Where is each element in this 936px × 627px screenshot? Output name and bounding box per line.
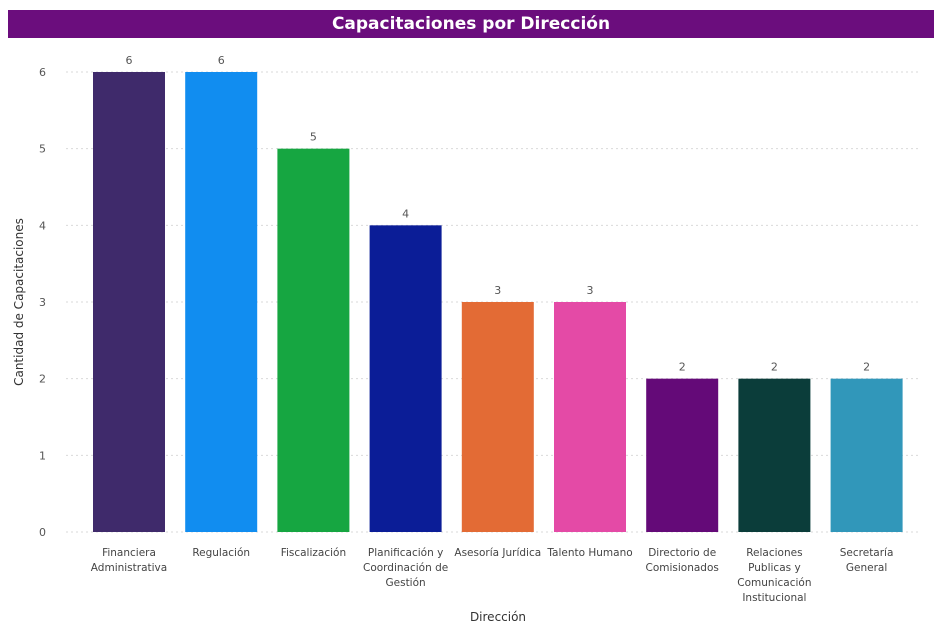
- y-tick-label: 2: [39, 373, 46, 386]
- bar: [369, 225, 442, 533]
- y-tick-label: 4: [39, 219, 46, 232]
- y-tick-label: 6: [39, 66, 46, 79]
- data-label: 6: [218, 54, 225, 67]
- bar: [830, 378, 903, 532]
- data-label: 3: [587, 284, 594, 297]
- y-tick-label: 0: [39, 526, 46, 539]
- x-tick-label: Asesoría Jurídica: [454, 547, 541, 559]
- bar: [646, 378, 719, 532]
- data-label: 6: [126, 54, 133, 67]
- bar: [738, 378, 811, 532]
- y-tick-label: 1: [39, 449, 46, 462]
- data-label: 5: [310, 131, 317, 144]
- x-tick-label: Directorio de Comisionados: [646, 547, 719, 574]
- x-tick-label: Talento Humano: [546, 547, 632, 559]
- data-label: 2: [863, 361, 870, 374]
- x-tick-label: Secretaría General: [840, 547, 894, 574]
- bar: [554, 302, 626, 532]
- bar: [185, 72, 258, 532]
- y-tick-label: 5: [39, 143, 46, 156]
- x-axis-title: Dirección: [470, 610, 526, 624]
- bar: [93, 72, 165, 532]
- x-tick-label: Relaciones Publicas y Comunicación Instituc…: [737, 547, 811, 604]
- data-label: 2: [679, 361, 686, 374]
- data-label: 3: [494, 284, 501, 297]
- chart-title-bar: Capacitaciones por Dirección: [8, 10, 934, 38]
- y-axis-title: Cantidad de Capacitaciones: [12, 218, 26, 386]
- x-tick-label: Regulación: [192, 547, 250, 559]
- data-label: 4: [402, 207, 409, 220]
- chart-title: Capacitaciones por Dirección: [331, 14, 611, 34]
- y-tick-label: 3: [39, 296, 46, 309]
- bar: [277, 148, 350, 532]
- x-tick-label: Financiera Administrativa: [91, 547, 167, 574]
- x-tick-label: Planificación y Coordinación de Gestión: [363, 547, 448, 589]
- x-tick-label: Fiscalización: [281, 547, 346, 559]
- bar: [461, 302, 534, 532]
- data-label: 2: [771, 361, 778, 374]
